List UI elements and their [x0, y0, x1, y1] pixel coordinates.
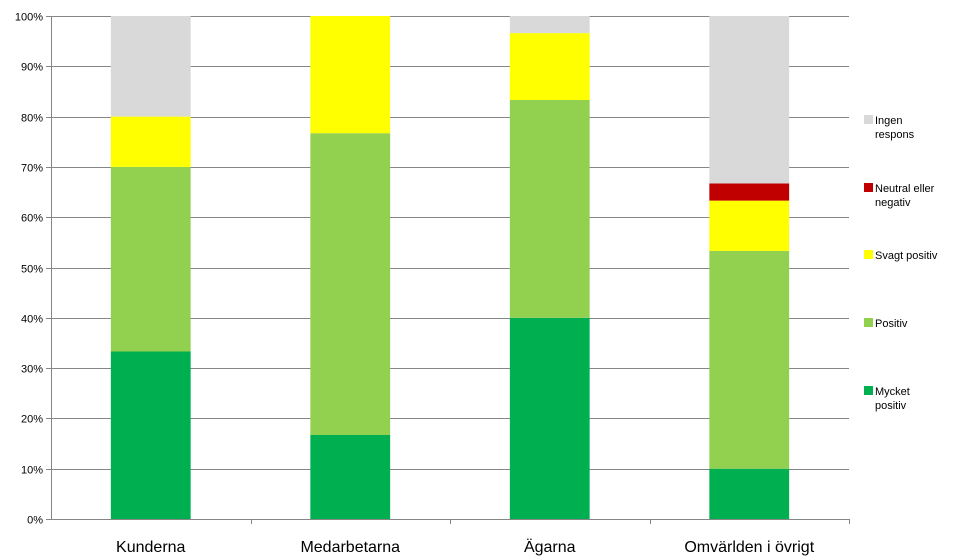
legend-item: Ingen respons — [864, 115, 915, 141]
legend-swatch — [864, 183, 873, 192]
legend-label: Mycket positiv — [875, 386, 910, 412]
legend-swatch — [864, 318, 873, 327]
bar-segment — [709, 16, 790, 184]
bar-segment — [110, 351, 191, 519]
y-tick-label: 90% — [21, 62, 43, 74]
x-axis-labels: Kunderna Medarbetarna Ägarna Omvärlden i öv… — [116, 538, 815, 556]
legend-label: Positiv — [875, 318, 908, 330]
y-axis-ticks: 0% 10% 20% 30% 40% 50% 60% 70% 80% 90% 100% — [15, 12, 43, 527]
legend: Ingen respons Neutral eller negativ Svagt po… — [864, 115, 938, 412]
bar-segment — [310, 16, 391, 134]
y-tick-label: 30% — [21, 364, 43, 376]
bar-segment — [110, 166, 191, 352]
bar-segment — [509, 317, 590, 519]
legend-swatch — [864, 386, 873, 395]
legend-item: Positiv — [864, 318, 908, 330]
legend-item: Svagt positiv — [864, 250, 938, 262]
bar-segment — [509, 33, 590, 101]
bar-segment — [110, 16, 191, 117]
y-tick-label: 70% — [21, 163, 43, 175]
legend-item: Mycket positiv — [864, 386, 910, 412]
y-tick-label: 10% — [21, 465, 43, 477]
legend-label: Neutral eller negativ — [875, 183, 935, 209]
y-tick-label: 80% — [21, 113, 43, 125]
axes — [46, 16, 850, 524]
x-tick-label: Ägarna — [524, 538, 576, 556]
bar-segment — [709, 200, 790, 251]
bar-segment — [310, 434, 391, 519]
bar-segment — [509, 16, 590, 34]
bars — [110, 16, 790, 519]
y-tick-label: 100% — [15, 12, 43, 24]
y-tick-label: 50% — [21, 264, 43, 276]
bar-segment — [709, 468, 790, 519]
y-tick-label: 40% — [21, 314, 43, 326]
x-tick-label: Kunderna — [116, 539, 185, 556]
y-tick-label: 60% — [21, 213, 43, 225]
y-tick-label: 20% — [21, 414, 43, 426]
legend-item: Neutral eller negativ — [864, 183, 935, 209]
x-tick-label: Medarbetarna — [300, 539, 400, 556]
bar-segment — [310, 133, 391, 435]
legend-label: Ingen respons — [875, 115, 915, 141]
legend-swatch — [864, 250, 873, 259]
y-tick-label: 0% — [27, 515, 43, 527]
bar-segment — [110, 116, 191, 167]
x-tick-label: Omvärlden i övrigt — [684, 539, 814, 556]
legend-swatch — [864, 115, 873, 124]
bar-segment — [709, 183, 790, 201]
legend-label: Svagt positiv — [875, 250, 938, 262]
bar-segment — [509, 100, 590, 318]
bar-segment — [709, 250, 790, 469]
